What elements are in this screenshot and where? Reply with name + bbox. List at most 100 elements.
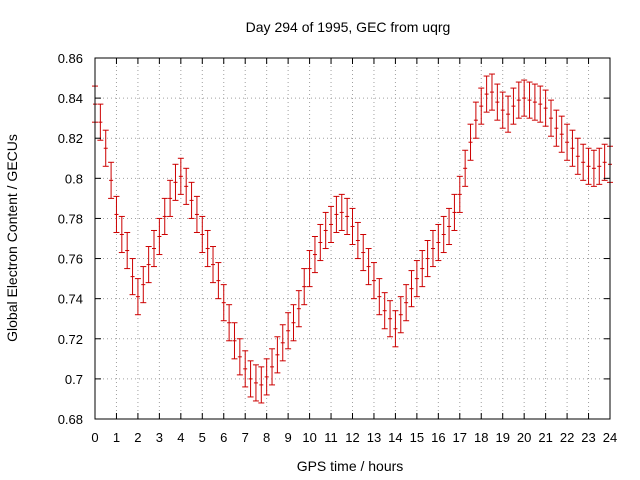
tick-labels: 0 1 2 3 4 5 6 7 8 9 10 11 12 13 14 15 16 17 18 19 20 21 22 23 24… bbox=[58, 51, 618, 445]
error-bar-point bbox=[113, 195, 120, 233]
error-bar-point bbox=[558, 115, 565, 153]
x-tick-label: 6 bbox=[220, 430, 227, 445]
x-tick-label: 24 bbox=[603, 430, 617, 445]
error-bar-point bbox=[247, 360, 254, 398]
error-bars bbox=[92, 73, 613, 404]
error-bar-point bbox=[349, 207, 356, 246]
y-tick-label: 0.84 bbox=[58, 91, 83, 106]
error-bar-point bbox=[290, 304, 297, 342]
tick-marks bbox=[94, 57, 611, 420]
error-bar-point bbox=[440, 215, 447, 254]
error-bar-point bbox=[188, 181, 195, 219]
error-bar-point bbox=[167, 179, 174, 217]
error-bar-point bbox=[381, 292, 388, 330]
x-axis-label: GPS time / hours bbox=[297, 458, 404, 474]
error-bar-point bbox=[408, 270, 415, 308]
error-bar-point bbox=[429, 229, 436, 268]
error-bar-point bbox=[574, 137, 581, 175]
x-tick-label: 22 bbox=[560, 430, 574, 445]
error-bar-point bbox=[483, 75, 490, 113]
error-bar-point bbox=[435, 223, 442, 262]
x-tick-label: 7 bbox=[242, 430, 249, 445]
error-bar-point bbox=[97, 103, 104, 141]
x-tick-label: 15 bbox=[410, 430, 424, 445]
x-tick-label: 9 bbox=[285, 430, 292, 445]
error-bar-point bbox=[526, 81, 533, 119]
y-tick-label: 0.82 bbox=[58, 131, 83, 146]
error-bar-point bbox=[344, 197, 351, 235]
x-tick-label: 12 bbox=[345, 430, 359, 445]
error-bar-point bbox=[215, 262, 222, 300]
error-bar-point bbox=[129, 258, 136, 296]
error-bar-point bbox=[151, 229, 158, 268]
error-bar-point bbox=[269, 348, 276, 386]
error-bar-point bbox=[172, 163, 179, 201]
error-bar-point bbox=[569, 129, 576, 167]
error-bar-point bbox=[145, 246, 152, 284]
error-bar-point bbox=[413, 260, 420, 298]
x-tick-label: 1 bbox=[113, 430, 120, 445]
error-bar-point bbox=[580, 143, 587, 181]
x-tick-label: 10 bbox=[302, 430, 316, 445]
chart-title: Day 294 of 1995, GEC from uqrg bbox=[246, 19, 451, 35]
error-bar-point bbox=[124, 231, 131, 270]
error-bar-point bbox=[590, 149, 597, 187]
y-tick-label: 0.72 bbox=[58, 332, 83, 347]
y-axis-label: Global Electron Content / GECUs bbox=[4, 134, 20, 342]
error-bar-point bbox=[118, 215, 125, 254]
error-bar-point bbox=[521, 79, 528, 117]
error-bar-point bbox=[354, 221, 361, 260]
x-tick-label: 0 bbox=[91, 430, 98, 445]
error-bar-point bbox=[295, 290, 302, 328]
error-bar-point bbox=[156, 217, 163, 256]
error-bar-point bbox=[231, 322, 238, 360]
y-tick-label: 0.86 bbox=[58, 51, 83, 66]
error-bar-point bbox=[108, 161, 115, 199]
error-bar-point bbox=[553, 109, 560, 147]
error-bar-point bbox=[134, 278, 141, 316]
error-bar-point bbox=[531, 83, 538, 121]
error-bar-point bbox=[376, 278, 383, 316]
x-tick-label: 16 bbox=[431, 430, 445, 445]
error-bar-point bbox=[505, 95, 512, 133]
error-bar-point bbox=[338, 193, 345, 231]
x-tick-label: 23 bbox=[581, 430, 595, 445]
grid bbox=[95, 58, 610, 419]
error-bar-point bbox=[236, 338, 243, 376]
y-tick-label: 0.68 bbox=[58, 412, 83, 427]
error-bar-point bbox=[263, 358, 270, 396]
error-bar-point bbox=[317, 223, 324, 262]
error-bar-point bbox=[252, 364, 259, 402]
error-bar-point bbox=[488, 73, 495, 111]
error-bar-point bbox=[285, 312, 292, 350]
y-tick-label: 0.76 bbox=[58, 252, 83, 267]
error-bar-point bbox=[102, 129, 109, 167]
error-bar-point bbox=[472, 101, 479, 139]
x-tick-label: 14 bbox=[388, 430, 402, 445]
error-bar-point bbox=[392, 310, 399, 348]
x-tick-label: 20 bbox=[517, 430, 531, 445]
error-bar-point bbox=[456, 175, 463, 213]
x-tick-label: 13 bbox=[367, 430, 381, 445]
error-bar-point bbox=[537, 85, 544, 123]
error-bar-point bbox=[328, 205, 335, 244]
error-bar-point bbox=[478, 87, 485, 125]
error-bar-point bbox=[494, 83, 501, 121]
error-bar-point bbox=[220, 284, 227, 322]
x-tick-label: 18 bbox=[474, 430, 488, 445]
error-bar-point bbox=[370, 262, 377, 300]
y-tick-label: 0.8 bbox=[65, 171, 83, 186]
error-bar-point bbox=[258, 366, 265, 404]
x-tick-label: 11 bbox=[324, 430, 338, 445]
error-bar-point bbox=[226, 304, 233, 342]
error-bar-point bbox=[403, 284, 410, 322]
x-tick-label: 8 bbox=[263, 430, 270, 445]
error-bar-point bbox=[451, 193, 458, 231]
y-tick-label: 0.78 bbox=[58, 211, 83, 226]
error-bar-point bbox=[387, 300, 394, 338]
error-bar-point bbox=[419, 250, 426, 288]
x-tick-label: 17 bbox=[453, 430, 467, 445]
error-bar-point bbox=[462, 149, 469, 187]
error-bar-point bbox=[510, 87, 517, 125]
